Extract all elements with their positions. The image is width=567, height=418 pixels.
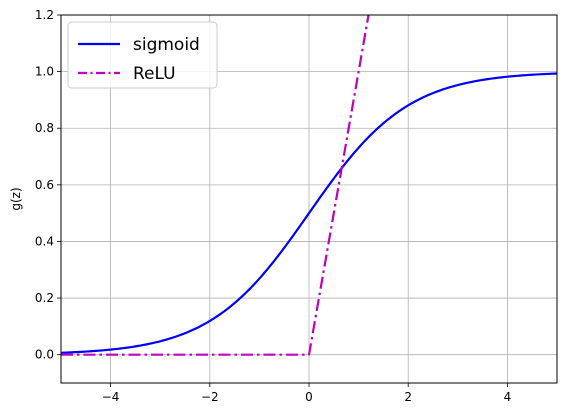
legend-label-relu: ReLU xyxy=(133,64,176,84)
y-axis-label: g(z) xyxy=(9,187,23,210)
x-tick-label: 0 xyxy=(305,390,313,404)
y-tick-label: 0.8 xyxy=(35,121,54,135)
x-axis-ticks: −4 −2 0 2 4 xyxy=(102,383,511,404)
x-tick-label: −2 xyxy=(201,390,219,404)
x-tick-label: −4 xyxy=(102,390,120,404)
x-tick-label: 4 xyxy=(504,390,512,404)
y-axis-ticks: 0.0 0.2 0.4 0.6 0.8 1.0 1.2 xyxy=(35,8,61,362)
legend: sigmoid ReLU xyxy=(68,22,217,88)
y-tick-label: 0.6 xyxy=(35,178,54,192)
y-tick-label: 1.0 xyxy=(35,65,54,79)
x-tick-label: 2 xyxy=(404,390,412,404)
y-tick-label: 0.0 xyxy=(35,348,54,362)
y-tick-label: 0.4 xyxy=(35,234,54,248)
y-tick-label: 0.2 xyxy=(35,291,54,305)
y-tick-label: 1.2 xyxy=(35,8,54,22)
legend-label-sigmoid: sigmoid xyxy=(133,35,200,55)
